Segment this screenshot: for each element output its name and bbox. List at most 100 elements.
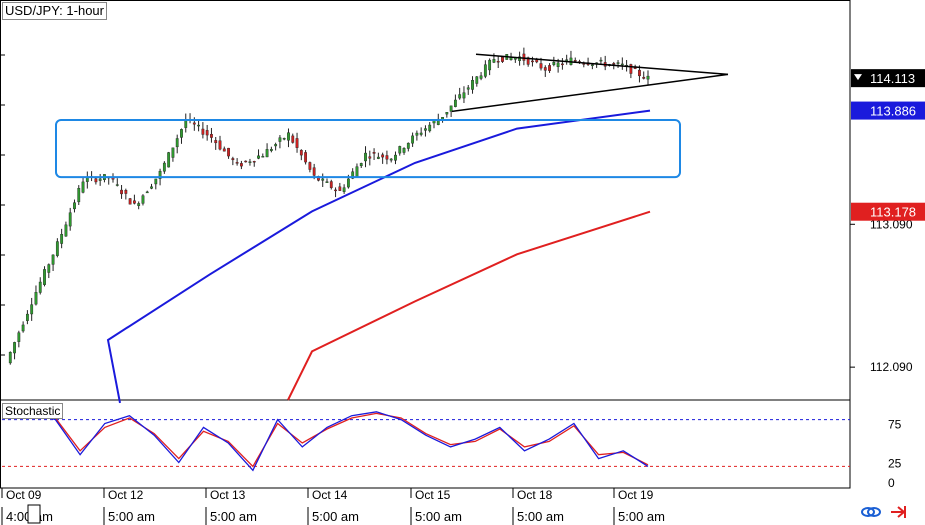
x-time-label: 5:00 am (210, 509, 257, 524)
candle-body (599, 59, 603, 62)
candle-body (235, 162, 239, 164)
candle-body (231, 158, 235, 161)
candle-body (115, 184, 119, 186)
candle-body (479, 75, 483, 79)
candle-body (274, 144, 278, 147)
price-tag-bg (851, 202, 925, 221)
candle-body (13, 342, 16, 354)
sma-slow-line (287, 210, 651, 401)
candle-body (612, 63, 616, 65)
candle-body (466, 87, 470, 90)
stochastic-panel (0, 399, 851, 489)
candle-body (376, 156, 380, 159)
stoch-tick-label: 25 (888, 457, 902, 471)
candle-body (449, 105, 453, 112)
candle-body (620, 63, 624, 66)
candle-body (291, 135, 295, 143)
x-date-label: Oct 09 (6, 488, 42, 502)
candle-body (265, 149, 269, 158)
candle-body (573, 60, 577, 62)
candle-body (475, 76, 479, 84)
candle-body (77, 188, 81, 203)
candle-body (64, 224, 68, 237)
stochastic-title: Stochastic (2, 403, 64, 419)
candle-body (428, 124, 432, 132)
candle-body (496, 60, 500, 63)
candle-body (638, 69, 641, 77)
candle-body (287, 132, 290, 141)
link-icon[interactable] (860, 503, 882, 521)
candle-body (282, 138, 286, 140)
candle-body (227, 147, 230, 157)
candle-body (458, 94, 462, 99)
candle-body (590, 64, 594, 66)
candle-body (368, 156, 372, 159)
candle-body (30, 304, 34, 315)
triangle-upper-line (475, 53, 729, 76)
price-panel (0, 0, 851, 401)
arrow-right-icon[interactable] (888, 503, 908, 521)
candle-body (522, 53, 526, 61)
candle-body (299, 149, 303, 156)
candle-body (488, 59, 492, 71)
candle-body (73, 202, 76, 210)
candle-body (218, 140, 222, 150)
candle-body (201, 128, 205, 135)
candle-body (197, 124, 200, 127)
candle-body (17, 332, 21, 342)
candle-body (454, 99, 457, 107)
candle-body (321, 178, 325, 181)
candle-body (34, 292, 38, 305)
candle-body (526, 57, 530, 65)
candle-body (385, 155, 389, 160)
candle-body (355, 166, 359, 177)
candle-body (167, 152, 171, 168)
candle-body (312, 167, 316, 176)
candle-body (132, 200, 136, 204)
scroll-box (27, 504, 41, 524)
candle-body (38, 281, 42, 293)
candle-body (351, 171, 355, 179)
x-date-label: Oct 13 (210, 488, 246, 502)
candle-body (47, 264, 51, 273)
candle-body (543, 67, 547, 71)
candle-body (561, 63, 564, 66)
candle-body (145, 191, 149, 194)
x-date-label: Oct 18 (517, 488, 553, 502)
candle-body (150, 186, 153, 189)
support-zone-rect (55, 119, 681, 179)
candle-body (347, 178, 350, 188)
candle-body (372, 152, 376, 154)
candle-body (192, 122, 196, 125)
candle-body (98, 178, 102, 181)
candle-body (501, 57, 504, 62)
candle-body (334, 189, 337, 192)
candle-body (325, 181, 329, 183)
candle-body (171, 147, 175, 158)
current-price-marker (854, 74, 862, 81)
candle-body (137, 203, 141, 206)
candle-body (158, 170, 162, 179)
x-date-label: Oct 12 (108, 488, 144, 502)
candle-body (94, 178, 98, 183)
price-tag-label: 113.178 (870, 205, 916, 220)
candle-body (552, 62, 556, 65)
x-time-label: 5:00 am (312, 509, 359, 524)
candle-body (539, 63, 543, 69)
candle-body (51, 254, 55, 265)
candle-body (364, 152, 367, 162)
candle-body (329, 181, 333, 188)
candle-body (518, 56, 522, 61)
candle-body (239, 163, 243, 167)
y-tick-label: 112.090 (870, 360, 913, 374)
candle-body (424, 128, 427, 131)
candle-body (492, 59, 496, 63)
candle-body (359, 163, 363, 167)
x-time-label: 5:00 am (108, 509, 155, 524)
candle-body (214, 140, 218, 144)
stoch-tick-label: 75 (888, 418, 902, 432)
candle-body (21, 324, 25, 332)
candle-body (411, 135, 414, 144)
candle-body (81, 181, 85, 193)
